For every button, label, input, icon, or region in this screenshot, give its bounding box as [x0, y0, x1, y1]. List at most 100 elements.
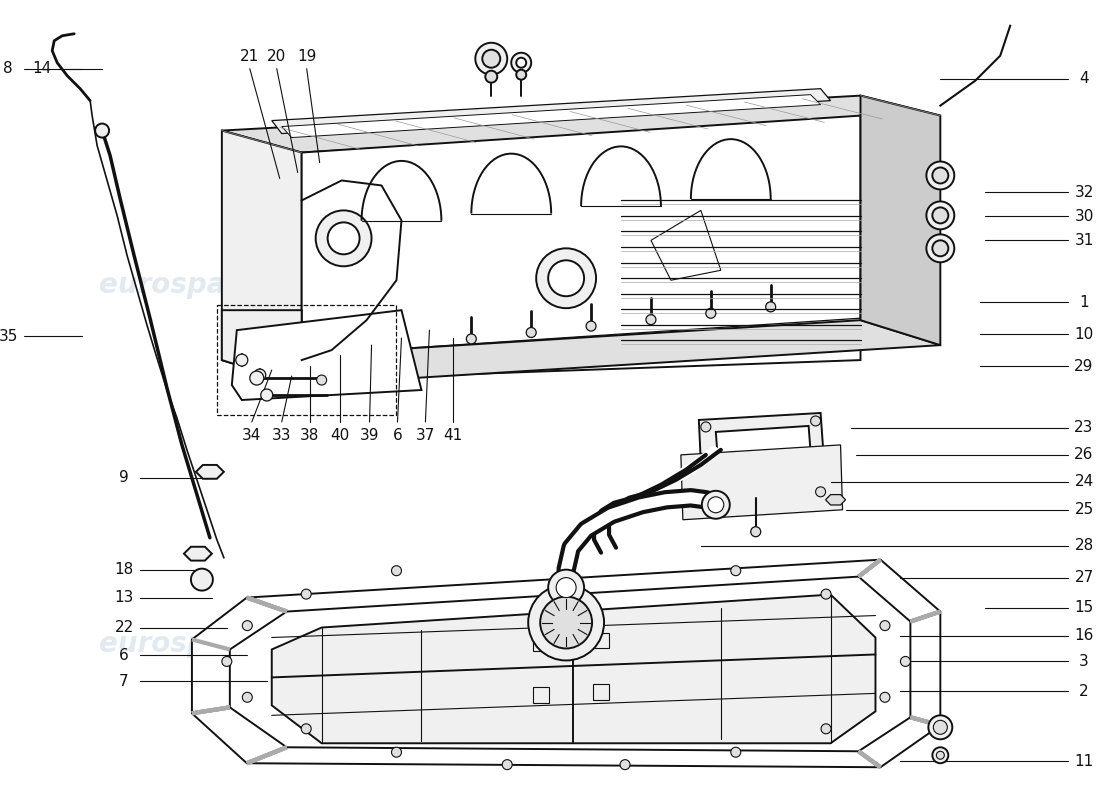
- Text: 35: 35: [0, 329, 18, 344]
- Text: 4: 4: [1079, 71, 1089, 86]
- Circle shape: [540, 597, 592, 649]
- Text: 40: 40: [330, 429, 349, 443]
- Text: 6: 6: [393, 429, 403, 443]
- Circle shape: [620, 760, 630, 770]
- Circle shape: [261, 389, 273, 401]
- Circle shape: [707, 497, 724, 513]
- Text: 39: 39: [360, 429, 379, 443]
- Text: 10: 10: [1075, 326, 1093, 342]
- Text: 41: 41: [443, 429, 463, 443]
- Circle shape: [242, 692, 252, 702]
- Circle shape: [702, 491, 729, 518]
- Circle shape: [222, 657, 232, 666]
- Polygon shape: [230, 577, 911, 751]
- Text: 29: 29: [1075, 358, 1093, 374]
- Circle shape: [936, 751, 944, 759]
- Circle shape: [328, 222, 360, 254]
- Polygon shape: [534, 687, 549, 703]
- Text: 6: 6: [119, 648, 129, 663]
- Text: 27: 27: [1075, 570, 1093, 585]
- Circle shape: [485, 70, 497, 82]
- Circle shape: [516, 58, 526, 68]
- Polygon shape: [191, 560, 940, 767]
- Text: 15: 15: [1075, 600, 1093, 615]
- Circle shape: [536, 248, 596, 308]
- Text: eurospares: eurospares: [99, 271, 275, 299]
- Text: 7: 7: [119, 674, 129, 689]
- Circle shape: [933, 240, 948, 256]
- Circle shape: [242, 621, 252, 630]
- Circle shape: [466, 334, 476, 344]
- Circle shape: [821, 589, 830, 599]
- Text: 9: 9: [119, 470, 129, 486]
- Circle shape: [301, 589, 311, 599]
- Circle shape: [191, 569, 213, 590]
- Text: 33: 33: [272, 429, 292, 443]
- Circle shape: [512, 53, 531, 73]
- Circle shape: [196, 574, 208, 586]
- Polygon shape: [681, 445, 843, 520]
- Text: eurospares: eurospares: [433, 271, 609, 299]
- Text: 8: 8: [3, 61, 13, 76]
- Circle shape: [392, 566, 402, 576]
- Circle shape: [317, 375, 327, 385]
- Circle shape: [730, 747, 740, 757]
- Text: 16: 16: [1075, 628, 1093, 643]
- Circle shape: [528, 585, 604, 661]
- Text: 32: 32: [1075, 185, 1093, 200]
- Text: 11: 11: [1075, 754, 1093, 769]
- Circle shape: [301, 724, 311, 734]
- Polygon shape: [272, 89, 830, 134]
- Circle shape: [933, 167, 948, 183]
- Text: 28: 28: [1075, 538, 1093, 553]
- Polygon shape: [593, 633, 609, 649]
- Polygon shape: [272, 594, 876, 743]
- Circle shape: [901, 657, 911, 666]
- Circle shape: [730, 566, 740, 576]
- Polygon shape: [593, 684, 609, 700]
- Polygon shape: [222, 96, 941, 153]
- Circle shape: [928, 715, 953, 739]
- Circle shape: [701, 422, 711, 432]
- Circle shape: [316, 210, 372, 266]
- Circle shape: [880, 692, 890, 702]
- Circle shape: [766, 302, 775, 312]
- Polygon shape: [184, 546, 212, 561]
- Polygon shape: [826, 494, 846, 505]
- Text: 1: 1: [1079, 294, 1089, 310]
- Circle shape: [95, 123, 109, 138]
- Polygon shape: [222, 130, 301, 380]
- Circle shape: [933, 747, 948, 763]
- Text: 26: 26: [1075, 447, 1093, 462]
- Circle shape: [526, 327, 536, 338]
- Circle shape: [586, 321, 596, 331]
- Circle shape: [706, 308, 716, 318]
- Polygon shape: [534, 635, 549, 651]
- Circle shape: [99, 127, 106, 134]
- Polygon shape: [860, 96, 940, 345]
- Text: 38: 38: [300, 429, 319, 443]
- Text: 14: 14: [33, 61, 52, 76]
- Polygon shape: [301, 318, 860, 375]
- Circle shape: [750, 526, 761, 537]
- Text: 23: 23: [1075, 421, 1093, 435]
- Circle shape: [926, 162, 955, 190]
- Text: 24: 24: [1075, 474, 1093, 490]
- Circle shape: [705, 493, 715, 502]
- Text: eurospares: eurospares: [99, 630, 275, 658]
- Text: 2: 2: [1079, 684, 1089, 699]
- Text: 25: 25: [1075, 502, 1093, 518]
- Text: eurospares: eurospares: [433, 630, 609, 658]
- Text: 22: 22: [114, 620, 134, 635]
- Polygon shape: [222, 320, 941, 385]
- Circle shape: [811, 416, 821, 426]
- Polygon shape: [282, 94, 821, 138]
- Text: 30: 30: [1075, 209, 1093, 224]
- Polygon shape: [716, 426, 814, 498]
- Text: 18: 18: [114, 562, 134, 577]
- Circle shape: [548, 570, 584, 606]
- Circle shape: [880, 621, 890, 630]
- Polygon shape: [222, 310, 301, 385]
- Circle shape: [516, 70, 526, 80]
- Polygon shape: [232, 310, 421, 400]
